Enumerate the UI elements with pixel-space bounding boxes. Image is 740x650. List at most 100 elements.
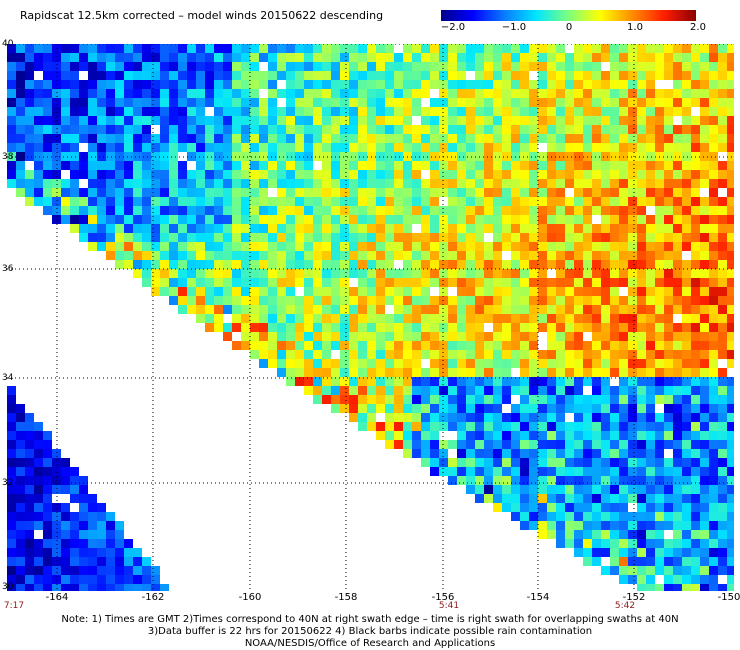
wind-cell: [178, 269, 187, 278]
wind-cell: [700, 350, 709, 359]
wind-cell: [187, 233, 196, 242]
wind-cell: [16, 539, 25, 548]
wind-cell: [214, 44, 223, 53]
wind-cell: [322, 386, 331, 395]
wind-cell: [466, 143, 475, 152]
wind-cell: [538, 161, 547, 170]
wind-cell: [727, 332, 734, 341]
wind-cell: [385, 404, 394, 413]
wind-cell: [637, 197, 646, 206]
wind-cell: [340, 116, 349, 125]
wind-cell: [151, 251, 160, 260]
wind-cell: [592, 449, 601, 458]
wind-cell: [511, 116, 520, 125]
wind-cell: [619, 440, 628, 449]
wind-cell: [421, 197, 430, 206]
wind-cell: [97, 521, 106, 530]
wind-cell: [628, 278, 637, 287]
wind-cell: [574, 431, 583, 440]
wind-cell: [367, 278, 376, 287]
wind-cell: [205, 125, 214, 134]
wind-cell: [97, 134, 106, 143]
wind-cell: [691, 548, 700, 557]
wind-cell: [592, 242, 601, 251]
wind-cell: [511, 332, 520, 341]
wind-cell: [115, 260, 124, 269]
wind-cell: [133, 62, 142, 71]
wind-cell: [556, 287, 565, 296]
wind-cell: [16, 503, 25, 512]
wind-cell: [376, 134, 385, 143]
wind-cell: [646, 476, 655, 485]
wind-cell: [142, 215, 151, 224]
wind-cell: [646, 557, 655, 566]
wind-cell: [457, 44, 466, 53]
wind-cell: [376, 197, 385, 206]
wind-cell: [286, 233, 295, 242]
wind-cell: [592, 413, 601, 422]
wind-cell: [655, 467, 664, 476]
wind-cell: [592, 62, 601, 71]
wind-cell: [322, 278, 331, 287]
wind-cell: [205, 98, 214, 107]
wind-cell: [43, 431, 52, 440]
wind-cell: [511, 440, 520, 449]
wind-cell: [331, 107, 340, 116]
wind-cell: [124, 125, 133, 134]
wind-cell: [592, 395, 601, 404]
wind-cell: [268, 89, 277, 98]
wind-cell: [412, 440, 421, 449]
wind-cell: [430, 296, 439, 305]
wind-cell: [619, 143, 628, 152]
wind-cell: [709, 476, 718, 485]
wind-cell: [709, 80, 718, 89]
wind-cell: [295, 224, 304, 233]
wind-cell: [673, 332, 682, 341]
wind-cell: [520, 170, 529, 179]
wind-cell: [133, 179, 142, 188]
wind-cell: [682, 503, 691, 512]
wind-cell: [673, 548, 682, 557]
wind-cell: [592, 359, 601, 368]
wind-cell: [646, 143, 655, 152]
wind-cell: [727, 233, 734, 242]
wind-cell: [700, 377, 709, 386]
wind-cell: [214, 53, 223, 62]
wind-cell: [430, 314, 439, 323]
wind-cell: [421, 449, 430, 458]
wind-cell: [349, 134, 358, 143]
wind-cell: [457, 188, 466, 197]
wind-cell: [403, 377, 412, 386]
wind-cell: [601, 206, 610, 215]
wind-cell: [25, 71, 34, 80]
wind-cell: [322, 80, 331, 89]
wind-cell: [169, 152, 178, 161]
wind-cell: [727, 503, 734, 512]
wind-cell: [16, 548, 25, 557]
wind-cell: [547, 350, 556, 359]
wind-cell: [718, 350, 727, 359]
wind-cell: [160, 251, 169, 260]
wind-cell: [151, 170, 160, 179]
wind-cell: [484, 485, 493, 494]
wind-cell: [457, 107, 466, 116]
wind-cell: [466, 215, 475, 224]
wind-cell: [304, 224, 313, 233]
wind-cell: [232, 80, 241, 89]
wind-cell: [601, 152, 610, 161]
wind-cell: [610, 287, 619, 296]
wind-cell: [385, 278, 394, 287]
wind-cell: [646, 485, 655, 494]
wind-cell: [637, 71, 646, 80]
wind-cell: [412, 449, 421, 458]
wind-cell: [574, 476, 583, 485]
wind-cell: [646, 359, 655, 368]
wind-cell: [88, 53, 97, 62]
wind-cell: [457, 80, 466, 89]
wind-cell: [592, 521, 601, 530]
wind-cell: [511, 449, 520, 458]
wind-cell: [295, 71, 304, 80]
wind-cell: [124, 71, 133, 80]
wind-cell: [673, 386, 682, 395]
wind-cell: [376, 161, 385, 170]
